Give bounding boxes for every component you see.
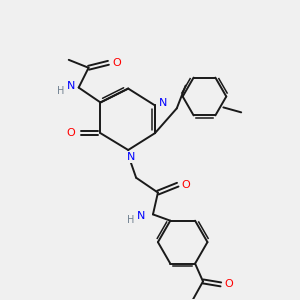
Text: H: H <box>128 215 135 225</box>
Text: N: N <box>127 152 135 162</box>
Text: N: N <box>67 81 75 91</box>
Text: O: O <box>181 180 190 190</box>
Text: O: O <box>66 128 75 138</box>
Text: N: N <box>137 212 145 221</box>
Text: N: N <box>159 98 167 108</box>
Text: O: O <box>224 279 233 290</box>
Text: H: H <box>57 85 64 96</box>
Text: O: O <box>112 58 121 68</box>
